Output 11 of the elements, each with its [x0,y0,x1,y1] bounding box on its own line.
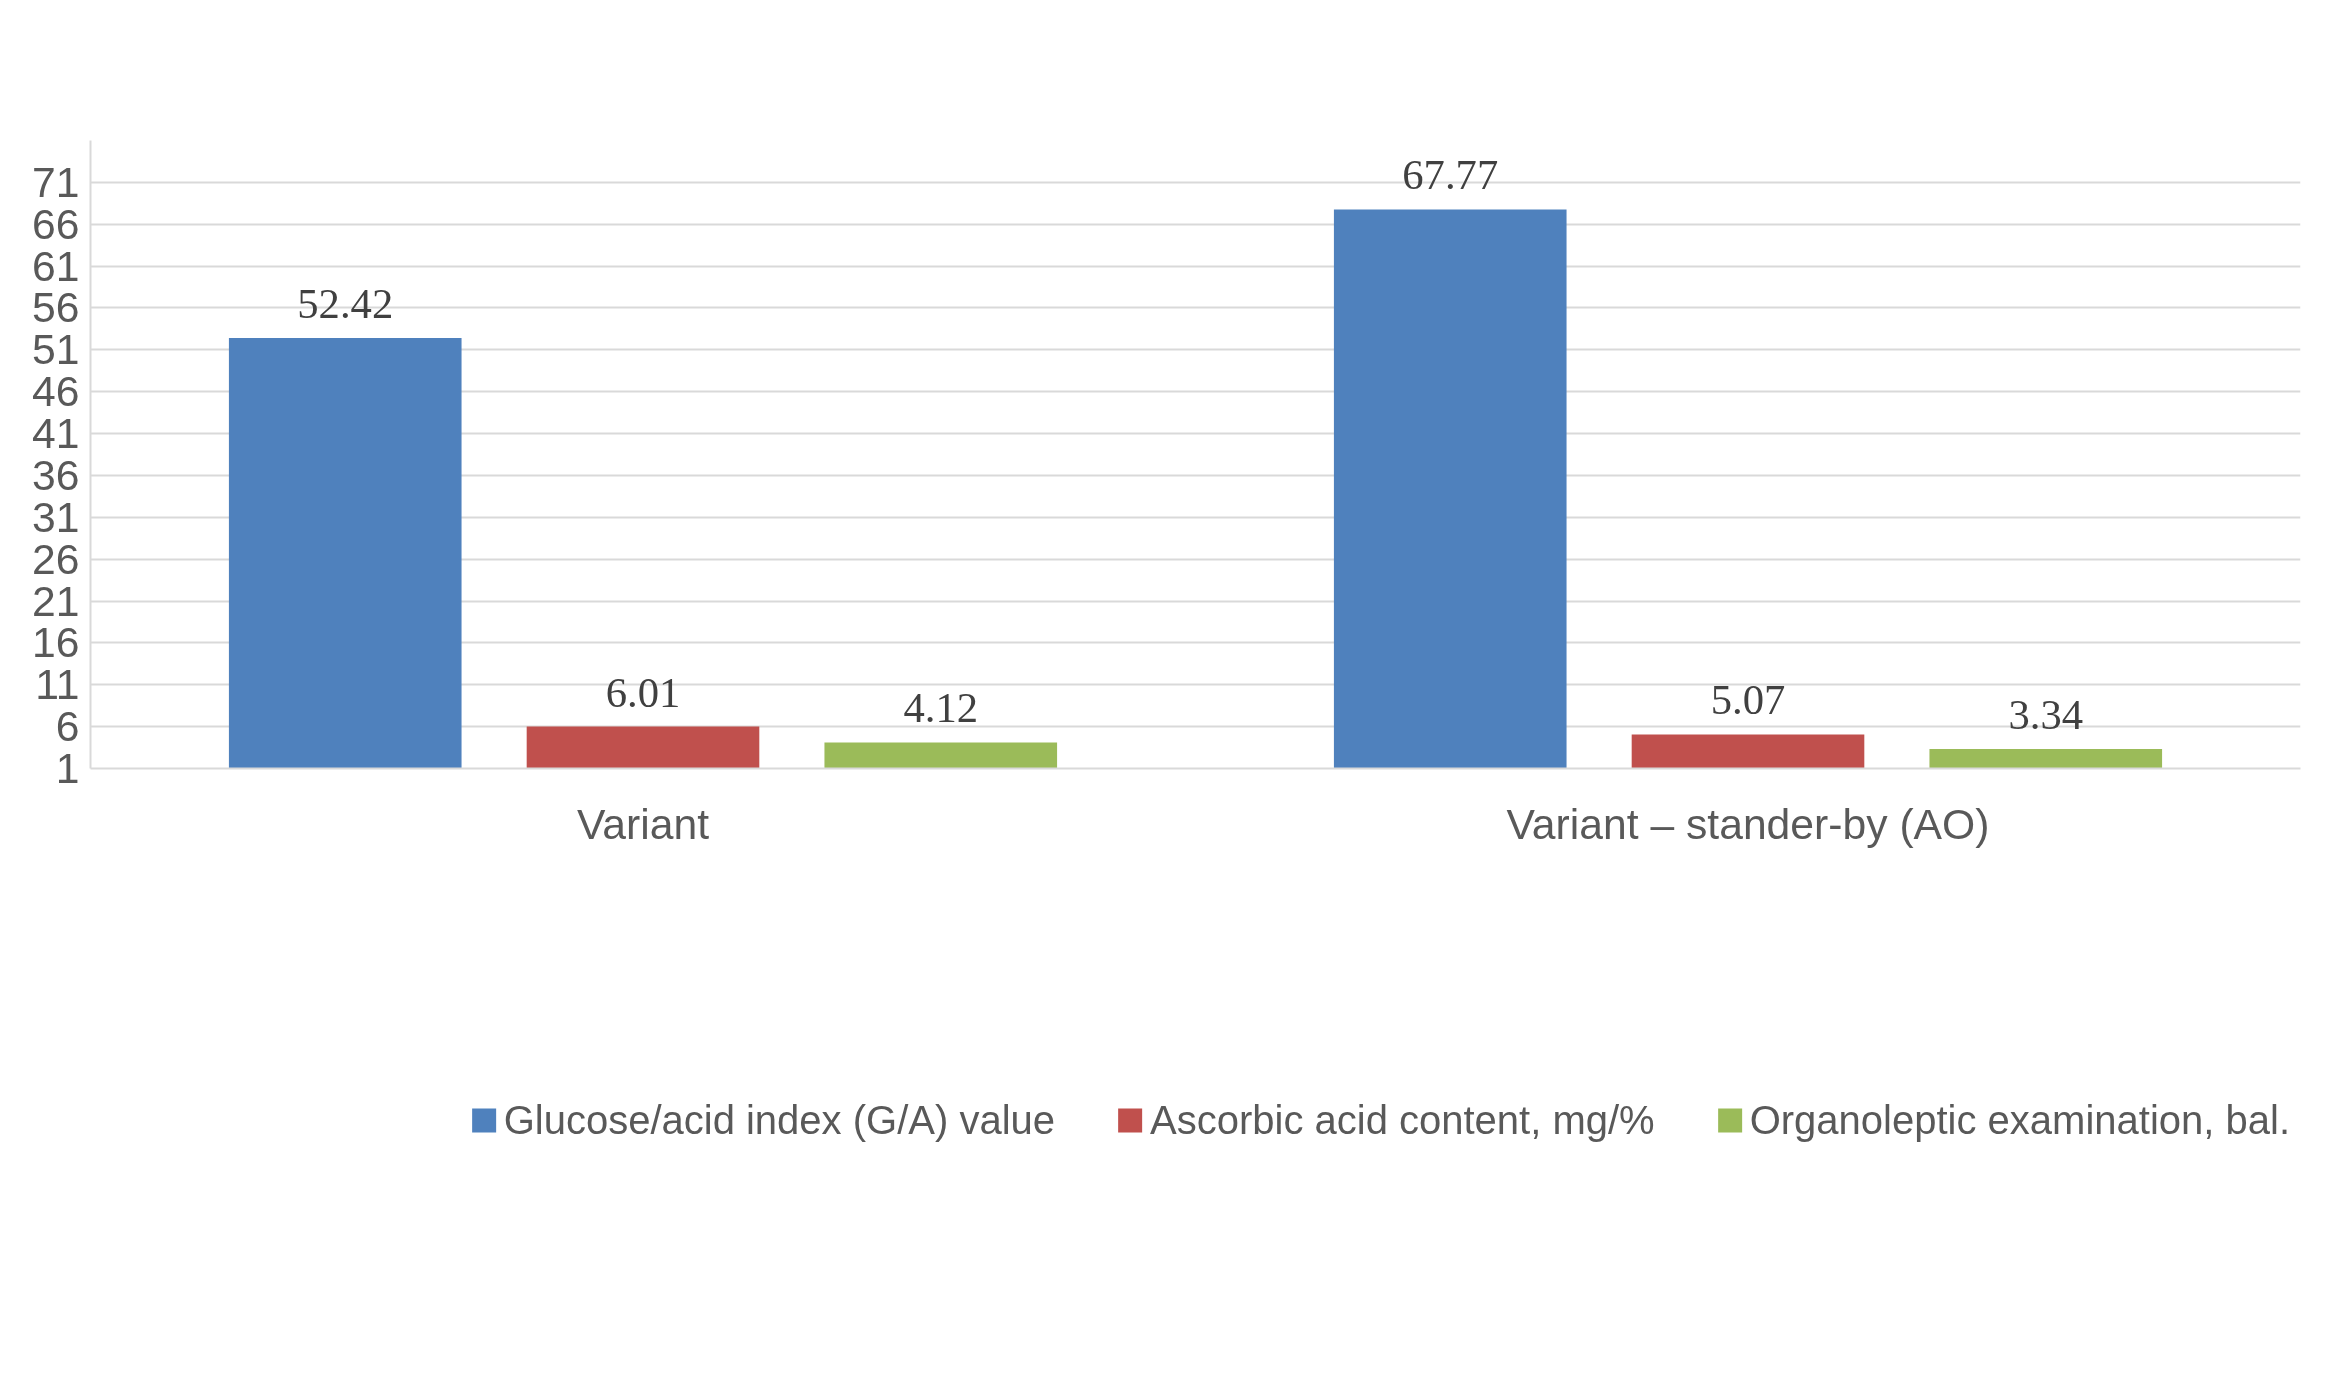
data-label: 5.07 [1710,676,1786,724]
x-tick-label: Variant – stander-by (AO) [1506,799,1990,848]
legend-label: Organoleptic examination, bal. [1749,1097,2290,1143]
legend-label: Ascorbic acid content, mg/% [1150,1097,1655,1143]
data-label: 52.42 [297,279,394,327]
data-label: 3.34 [2008,690,2084,738]
x-tick-label: Variant [577,799,710,848]
data-label: 4.12 [903,684,979,732]
legend-label: Glucose/acid index (G/A) value [503,1097,1056,1143]
data-label: 67.77 [1402,151,1499,199]
data-label: 6.01 [605,668,681,716]
